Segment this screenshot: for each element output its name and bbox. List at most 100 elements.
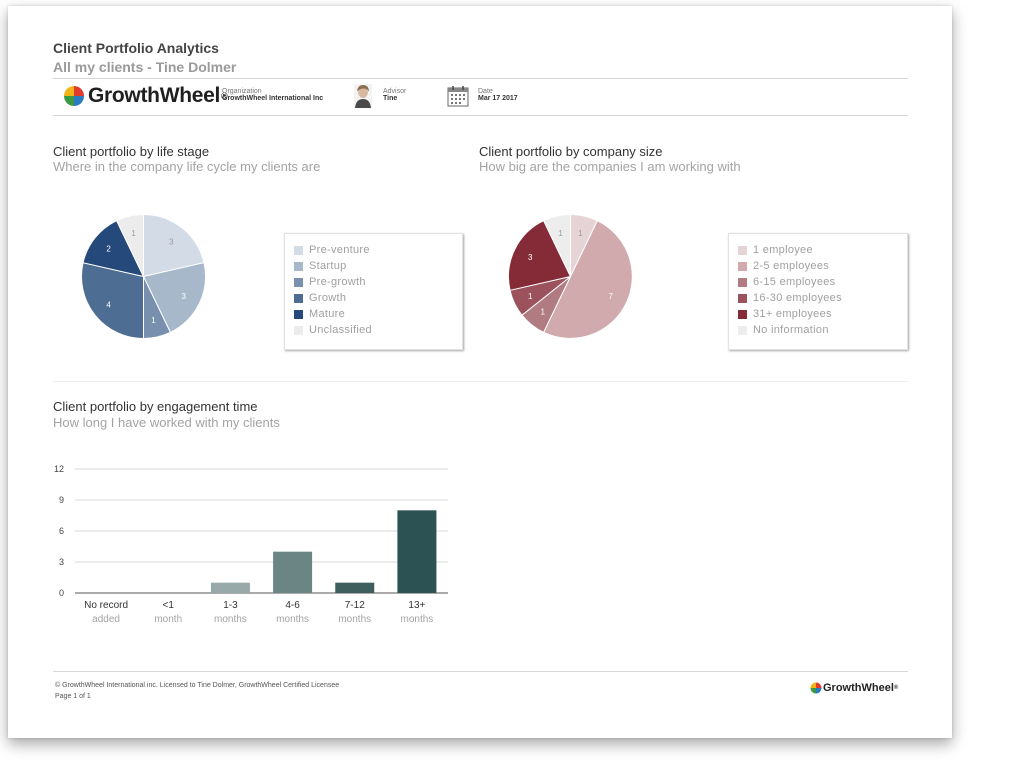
section-divider: [53, 381, 908, 382]
footer-divider: [53, 671, 908, 672]
company-size-slice-label-31-employees: 3: [528, 253, 533, 262]
life-stage-pie-chart: 3 3 1 4 2 1: [81, 213, 206, 340]
company-size-legend-swatch: [738, 325, 747, 335]
growthwheel-wheel-icon: [810, 682, 822, 694]
date-label: Date: [478, 88, 493, 95]
company-size-legend-item-1-employee: 1 employee: [738, 242, 907, 258]
company-size-legend-label: No information: [753, 324, 829, 336]
advisor-avatar: [354, 84, 372, 108]
life-stage-slice-label-unclassified: 1: [131, 229, 136, 238]
life-stage-legend-swatch: [294, 245, 303, 255]
advisor-value: Tine: [383, 95, 398, 102]
x-tick-label: 13+: [408, 600, 425, 611]
life-stage-legend-label: Growth: [309, 292, 347, 304]
footer-brand-logo: GrowthWheel ®: [810, 682, 898, 694]
life-stage-legend-label: Unclassified: [309, 324, 372, 336]
company-size-legend-item-16-30-employees: 16-30 employees: [738, 290, 907, 306]
company-size-legend-swatch: [738, 293, 747, 303]
life-stage-legend-label: Mature: [309, 308, 346, 320]
y-tick-label: 12: [54, 464, 64, 474]
y-tick-label: 9: [59, 495, 64, 505]
life-stage-slice-label-startup: 3: [181, 292, 186, 301]
date-value: Mar 17 2017: [478, 95, 518, 102]
life-stage-title: Client portfolio by life stage: [53, 144, 210, 159]
company-size-legend-label: 2-5 employees: [753, 260, 830, 272]
company-size-legend-swatch: [738, 261, 747, 271]
company-size-legend-item-no-information: No information: [738, 322, 907, 338]
company-size-legend-swatch: [738, 245, 747, 255]
date-info: Date Mar 17 2017: [478, 88, 518, 102]
company-size-slice-no-information: [542, 213, 571, 277]
organization-label: Organization: [222, 88, 262, 95]
x-tick-sublabel: months: [276, 614, 309, 625]
life-stage-slice-startup: [142, 262, 206, 334]
x-tick-sublabel: months: [401, 614, 434, 625]
header-divider-bottom: [53, 115, 908, 116]
life-stage-legend-item-startup: Startup: [294, 258, 462, 274]
x-tick-label: 4-6: [285, 600, 300, 611]
life-stage-legend-item-growth: Growth: [294, 290, 462, 306]
company-size-slice-label-6-15-employees: 1: [540, 307, 545, 316]
company-size-slice-label-16-30-employees: 1: [528, 292, 533, 301]
brand-logo: GrowthWheel ®: [63, 84, 228, 108]
life-stage-legend-label: Pre-venture: [309, 244, 370, 256]
organization-info: Organization GrowthWheel International I…: [222, 88, 323, 102]
y-tick-label: 3: [59, 557, 64, 567]
x-tick-label: 1-3: [223, 600, 238, 611]
life-stage-legend-swatch: [294, 277, 303, 287]
organization-value: GrowthWheel International Inc: [222, 95, 324, 102]
life-stage-slice-label-pre-venture: 3: [169, 238, 174, 247]
company-size-slice-31-employees: [508, 219, 572, 291]
life-stage-legend-swatch: [294, 293, 303, 303]
report-subtitle: All my clients - Tine Dolmer: [53, 59, 237, 75]
life-stage-legend-label: Pre-growth: [309, 276, 366, 288]
registered-mark: ®: [893, 685, 899, 691]
bar-13-months: [397, 510, 437, 593]
life-stage-legend-item-pre-growth: Pre-growth: [294, 274, 462, 290]
footer-brand-name: GrowthWheel: [823, 682, 894, 694]
company-size-legend-label: 16-30 employees: [753, 292, 842, 304]
y-tick-label: 0: [59, 588, 64, 598]
company-size-legend-label: 6-15 employees: [753, 276, 836, 288]
company-size-legend-label: 1 employee: [753, 244, 813, 256]
x-tick-sublabel: months: [338, 614, 371, 625]
calendar-icon: [447, 86, 469, 107]
x-tick-label: 7-12: [345, 600, 365, 611]
company-size-legend: 1 employee 2-5 employees 6-15 employees 16-…: [728, 233, 908, 350]
life-stage-legend: Pre-venture Startup Pre-growth Growth Mature…: [284, 233, 463, 350]
x-tick-label: No record: [84, 600, 128, 611]
brand-name: GrowthWheel: [88, 84, 221, 107]
engagement-subtitle: How long I have worked with my clients: [53, 415, 280, 430]
company-size-legend-item-2-5-employees: 2-5 employees: [738, 258, 907, 274]
life-stage-legend-swatch: [294, 309, 303, 319]
life-stage-slice-mature: [82, 219, 145, 278]
life-stage-legend-item-unclassified: Unclassified: [294, 322, 462, 338]
bar-4-6-months: [273, 551, 313, 593]
company-size-slice-label-no-information: 1: [558, 229, 563, 238]
life-stage-legend-item-mature: Mature: [294, 306, 462, 322]
life-stage-slice-growth: [81, 262, 144, 340]
report-page: [8, 6, 952, 738]
bar-1-3-months: [210, 582, 250, 593]
bar-7-12-months: [335, 582, 375, 593]
company-size-legend-swatch: [738, 277, 747, 287]
life-stage-legend-item-pre-venture: Pre-venture: [294, 242, 462, 258]
life-stage-slice-unclassified: [115, 213, 144, 277]
x-tick-sublabel: added: [92, 614, 120, 625]
life-stage-slice-pre-venture: [143, 213, 205, 278]
report-title: Client Portfolio Analytics: [53, 40, 219, 56]
x-tick-sublabel: month: [154, 614, 182, 625]
engagement-bar-chart: 0 3 6 9 12 No record added <1 month 1-3 months 4-6 m…: [54, 464, 448, 625]
company-size-subtitle: How big are the companies I am working w…: [479, 159, 741, 174]
header-divider-top: [53, 78, 908, 79]
life-stage-legend-swatch: [294, 261, 303, 271]
company-size-slice-label-1-employee: 1: [578, 229, 583, 238]
advisor-info: Advisor Tine: [383, 88, 406, 102]
company-size-slice-2-5-employees: [542, 219, 633, 339]
company-size-legend-item-6-15-employees: 6-15 employees: [738, 274, 907, 290]
life-stage-legend-swatch: [294, 325, 303, 335]
life-stage-subtitle: Where in the company life cycle my clien…: [53, 159, 321, 174]
life-stage-slice-label-mature: 2: [106, 245, 111, 254]
engagement-title: Client portfolio by engagement time: [53, 399, 258, 414]
x-tick-label: <1: [163, 600, 175, 611]
